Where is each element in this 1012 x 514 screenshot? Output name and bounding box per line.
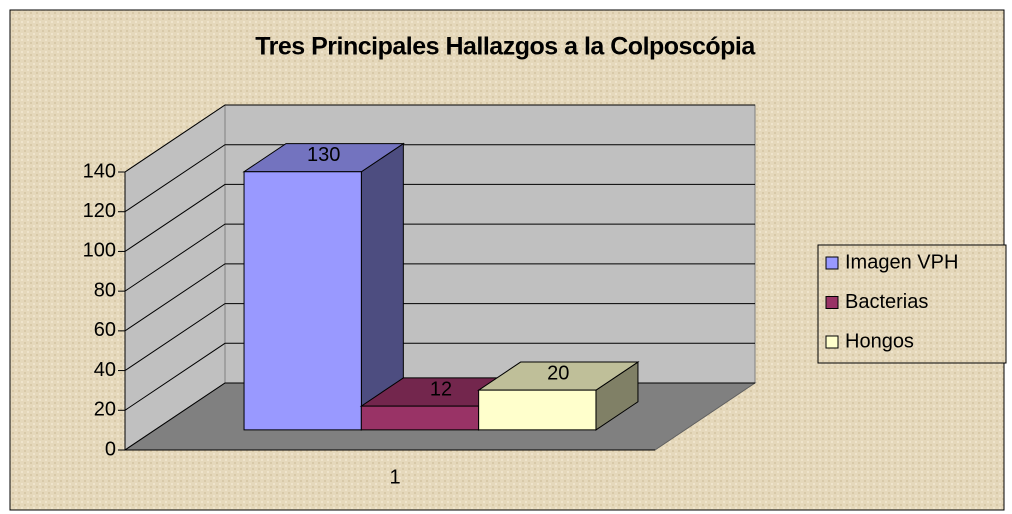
y-tick-label: 40 (94, 359, 116, 381)
bar (477, 361, 640, 431)
grid-line (124, 303, 755, 371)
y-tick-label: 60 (94, 319, 116, 341)
grid-line (124, 104, 755, 173)
y-tick-label: 0 (105, 438, 116, 460)
grid-line (124, 223, 755, 292)
legend-swatch (825, 335, 839, 349)
grid-line (124, 263, 755, 332)
y-tick-label: 140 (83, 160, 116, 182)
y-tick-label: 100 (83, 240, 116, 262)
data-label: 130 (307, 144, 340, 166)
legend-swatch (825, 296, 839, 309)
grid-line (124, 342, 755, 411)
data-label: 20 (547, 362, 569, 384)
bar-front (360, 405, 480, 431)
x-tick-label: 1 (389, 466, 400, 488)
legend-label: Bacterias (845, 291, 928, 313)
legend-swatch (825, 256, 839, 270)
grid-line (124, 144, 755, 213)
y-tick-label: 120 (83, 200, 116, 222)
legend-label: Hongos (845, 330, 914, 352)
bar-front (243, 171, 362, 431)
legend-label: Imagen VPH (845, 251, 958, 273)
legend (817, 244, 1007, 364)
chart-title: Tres Principales Hallazgos a la Colposcó… (255, 33, 756, 61)
data-label: 12 (430, 378, 452, 400)
y-tick-label: 80 (94, 279, 116, 301)
y-tick-label: 20 (94, 399, 116, 421)
bar (242, 142, 405, 431)
grid-line (124, 183, 755, 252)
bar-front (478, 389, 597, 431)
